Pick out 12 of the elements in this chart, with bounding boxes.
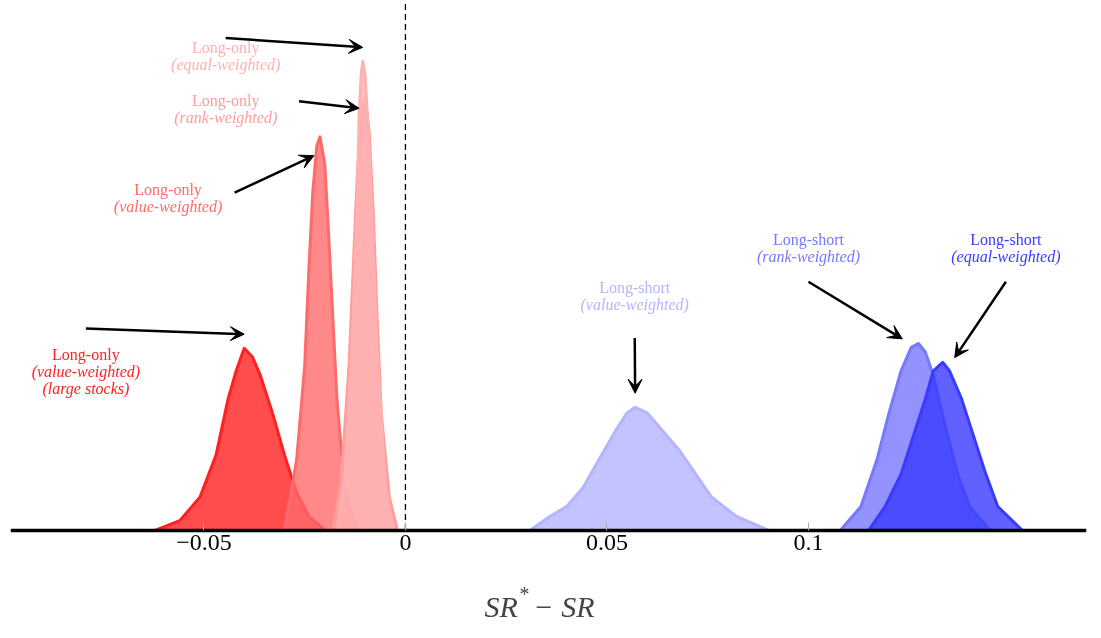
text: Long-only (value-weighted) — [113, 180, 223, 216]
x-tick-label: 0.1 — [793, 529, 824, 556]
text: Long-only (equal-weighted) — [171, 38, 281, 74]
x-axis-title: SR* − SR — [484, 583, 595, 623]
text: Long-only (rank-weighted) — [174, 92, 278, 128]
text: Long-only (value-weighted) (large stocks) — [31, 345, 141, 398]
text: Long-short (rank-weighted) — [756, 231, 860, 267]
x-tick-label: −0.05 — [176, 529, 232, 556]
text: Long-short (equal-weighted) — [951, 231, 1061, 267]
x-tick-label: 0 — [399, 529, 412, 556]
x-tick-label: 0.05 — [585, 529, 628, 556]
text: Long-short (value-weighted) — [580, 278, 689, 314]
